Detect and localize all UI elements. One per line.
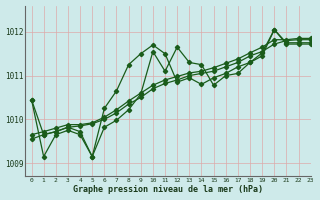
X-axis label: Graphe pression niveau de la mer (hPa): Graphe pression niveau de la mer (hPa) [73,185,263,194]
